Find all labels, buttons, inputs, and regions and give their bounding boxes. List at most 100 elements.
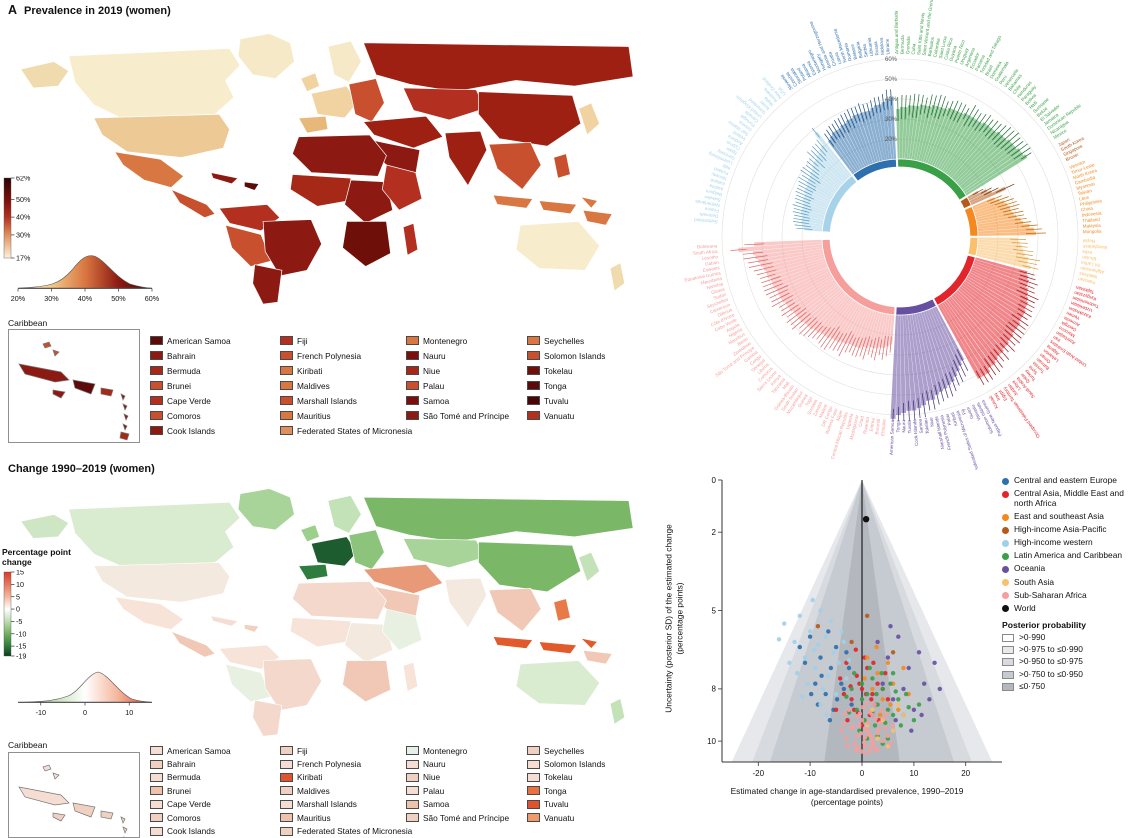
- country-bar: [931, 110, 960, 167]
- region-group-latin-america-and-caribbean: Antigua and Barbuda Bermuda Grenada Cuba Sai…: [894, 0, 1083, 201]
- island-name: Tuvalu: [544, 799, 569, 810]
- data-point: [868, 746, 873, 752]
- data-point: [875, 748, 880, 753]
- data-point: [776, 637, 782, 642]
- island-name: Tokelau: [544, 772, 573, 783]
- country-uncertainty-whisker: [942, 101, 949, 117]
- country-label: Nauru: [901, 420, 906, 433]
- country-bar: [851, 307, 870, 346]
- country-bar: [970, 268, 1029, 297]
- panel-a-letter: A: [8, 3, 18, 17]
- scatter-plot: 0 2 5 8 10 -20 -10 0 10 20: [707, 476, 1002, 778]
- country-label: South Africa: [693, 249, 719, 256]
- country-bar: [812, 161, 842, 187]
- data-point: [885, 733, 891, 739]
- posterior-probability-item: >0·990: [1002, 632, 1138, 643]
- country-label: Spain: [725, 146, 738, 156]
- region-mexico: [113, 151, 185, 188]
- country-label: Fiji: [960, 408, 967, 415]
- country-bar: [976, 249, 1029, 261]
- country-uncertainty-whisker: [795, 201, 812, 208]
- country-label: Haiti: [1028, 100, 1038, 110]
- country-label: Ukraine: [885, 38, 891, 55]
- data-point: [859, 718, 865, 723]
- island-color-swatch: [280, 381, 293, 390]
- country-label: Laos: [1079, 194, 1090, 201]
- region-cuba-map: [210, 615, 239, 627]
- island-name: Brunei: [167, 785, 191, 796]
- region-east-europe: [348, 78, 385, 123]
- country-bar: [900, 315, 907, 413]
- country-uncertainty-whisker: [753, 266, 774, 272]
- country-label: Lithuania: [866, 37, 874, 57]
- country-uncertainty-whisker: [764, 283, 784, 292]
- region-puerto-rico: [100, 810, 114, 820]
- country-bar: [843, 122, 867, 168]
- density-tick-label: 30%: [44, 294, 59, 303]
- island-name: Kiribati: [297, 365, 323, 376]
- data-point: [890, 671, 896, 676]
- island-legend-item: Bahrain: [150, 757, 280, 770]
- country-bar: [877, 104, 890, 161]
- region-australia: [515, 221, 601, 271]
- country-bar: [966, 276, 1026, 315]
- region-russia: [362, 42, 634, 93]
- country-label: Kyrgyzstan: [1073, 290, 1097, 302]
- region-group-sub-saharan-africa: EthiopiaBurundiEritreaRwandaChadMadagasc…: [684, 238, 896, 460]
- data-point: [850, 724, 855, 729]
- country-bar: [766, 255, 825, 275]
- radial-tick-label: 30%: [885, 117, 898, 123]
- country-label: Thailand: [1082, 217, 1100, 224]
- data-point: [875, 731, 880, 736]
- country-label: Brunei: [1065, 152, 1079, 162]
- data-point: [834, 697, 840, 702]
- country-uncertainty-whisker: [934, 94, 942, 118]
- region-north-africa: [291, 581, 387, 620]
- country-uncertainty-whisker: [838, 331, 852, 357]
- island-legend-item: American Samoa: [150, 744, 280, 757]
- country-uncertainty-whisker: [1003, 210, 1024, 216]
- country-uncertainty-whisker: [878, 339, 883, 356]
- region-peru-bolivia: [224, 663, 272, 703]
- country-uncertainty-whisker: [996, 130, 1015, 148]
- data-point: [797, 613, 802, 618]
- density-tick-label: -10: [36, 708, 46, 717]
- data-point: [852, 741, 857, 746]
- country-label: Sweden: [704, 194, 722, 202]
- country-uncertainty-whisker: [908, 400, 910, 421]
- country-label: Myanmar: [1076, 181, 1096, 191]
- country-label: Belgium: [705, 188, 722, 197]
- island-legend-column: Montenegro Nauru Niue Palau Samoa São Tomé an…: [406, 333, 527, 438]
- data-point: [896, 707, 901, 712]
- country-uncertainty-whisker: [956, 104, 967, 123]
- country-bar: [925, 108, 948, 164]
- island-legend-item: Fiji: [280, 744, 406, 757]
- country-label: Guam: [965, 406, 974, 420]
- country-uncertainty-whisker: [992, 125, 1007, 141]
- region-australia: [515, 660, 601, 706]
- country-bar: [793, 281, 837, 314]
- region-southern-africa: [342, 660, 392, 703]
- country-uncertainty-whisker: [931, 95, 937, 116]
- island-legend-item: Niue: [406, 771, 527, 784]
- world-map-prevalence: [20, 33, 634, 305]
- data-point: [896, 634, 901, 639]
- data-point: [890, 712, 896, 718]
- country-bar: [960, 145, 1017, 190]
- country-bar: [907, 105, 916, 160]
- country-uncertainty-whisker: [798, 180, 817, 192]
- country-bar: [965, 154, 1028, 196]
- country-bar: [840, 304, 864, 343]
- country-uncertainty-whisker: [996, 183, 1015, 193]
- country-bar: [929, 109, 956, 166]
- country-uncertainty-whisker: [885, 336, 889, 357]
- country-uncertainty-whisker: [1025, 228, 1042, 231]
- region-cuba-map: [210, 172, 239, 185]
- data-point: [860, 705, 866, 710]
- country-uncertainty-whisker: [812, 146, 827, 162]
- country-label: Israel: [759, 100, 771, 111]
- island-name: Montenegro: [423, 745, 468, 756]
- colorbar-change-title: Percentage point change: [2, 547, 71, 567]
- data-point: [888, 624, 893, 629]
- country-bar: [957, 287, 1014, 338]
